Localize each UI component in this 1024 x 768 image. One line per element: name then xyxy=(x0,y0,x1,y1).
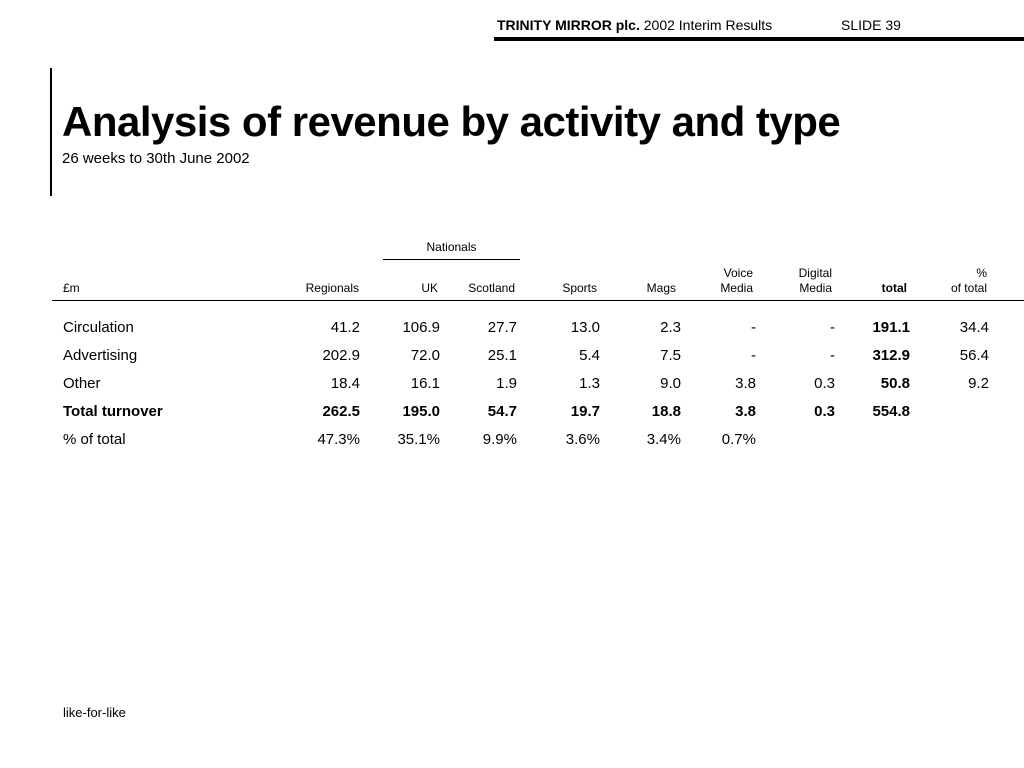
cell-voice: 3.8 xyxy=(735,403,756,420)
cell-voice: - xyxy=(751,319,756,336)
cell-uk: 195.0 xyxy=(402,403,440,420)
table-row: Total turnover 262.5 195.0 54.7 19.7 18.8 3.8 0… xyxy=(0,403,1024,425)
col-header-total: total xyxy=(881,281,907,295)
footer-note: like-for-like xyxy=(63,705,126,720)
cell-mags: 9.0 xyxy=(660,375,681,392)
slide-header: TRINITY MIRROR plc. 2002 Interim Results… xyxy=(497,17,901,33)
nationals-group-label: Nationals xyxy=(426,240,477,254)
cell-digital: - xyxy=(830,347,835,364)
cell-scotland: 25.1 xyxy=(487,347,517,364)
col-header-pct-of-total: % of total xyxy=(950,266,987,295)
cell-sports: 1.3 xyxy=(579,375,600,392)
cell-regionals: 18.4 xyxy=(330,375,360,392)
cell-mags: 2.3 xyxy=(660,319,681,336)
slide-number: SLIDE 39 xyxy=(841,17,901,33)
cell-digital: 0.3 xyxy=(814,375,835,392)
cell-digital: 0.3 xyxy=(814,403,835,420)
table-row: Circulation 41.2 106.9 27.7 13.0 2.3 - - 191.1 34… xyxy=(0,319,1024,341)
cell-sports: 19.7 xyxy=(570,403,600,420)
cell-total: 191.1 xyxy=(872,319,910,336)
cell-regionals: 202.9 xyxy=(322,347,360,364)
col-header-scotland: Scotland xyxy=(468,281,515,295)
col-header-voice-media: Voice Media xyxy=(720,266,753,295)
cell-regionals: 41.2 xyxy=(330,319,360,336)
cell-mags: 18.8 xyxy=(651,403,681,420)
cell-total: 554.8 xyxy=(872,403,910,420)
cell-total: 50.8 xyxy=(880,375,910,392)
cell-sports: 5.4 xyxy=(579,347,600,364)
cell-voice: - xyxy=(751,347,756,364)
cell-regionals: 47.3% xyxy=(317,431,360,448)
row-label: Advertising xyxy=(63,347,138,364)
cell-sports: 3.6% xyxy=(565,431,600,448)
cell-mags: 3.4% xyxy=(646,431,681,448)
col-header-sports: Sports xyxy=(562,281,597,295)
cell-scotland: 54.7 xyxy=(487,403,517,420)
table-row: Advertising 202.9 72.0 25.1 5.4 7.5 - - 312.9 56.… xyxy=(0,347,1024,369)
cell-digital: - xyxy=(830,319,835,336)
page-subtitle: 26 weeks to 30th June 2002 xyxy=(62,150,250,167)
cell-voice: 3.8 xyxy=(735,375,756,392)
row-label: % of total xyxy=(63,431,126,448)
cell-pct: 9.2 xyxy=(968,375,989,392)
row-label: Other xyxy=(63,375,101,392)
cell-uk: 16.1 xyxy=(410,375,440,392)
cell-mags: 7.5 xyxy=(660,347,681,364)
report-name: 2002 Interim Results xyxy=(643,17,773,33)
nationals-group-rule xyxy=(383,259,520,260)
company-name: TRINITY MIRROR plc. xyxy=(497,17,640,33)
col-header-uk: UK xyxy=(421,281,438,295)
col-header-regionals: Regionals xyxy=(305,281,359,295)
cell-pct: 34.4 xyxy=(959,319,989,336)
cell-scotland: 1.9 xyxy=(496,375,517,392)
table-row: Other 18.4 16.1 1.9 1.3 9.0 3.8 0.3 50.8 9.2 xyxy=(0,375,1024,397)
cell-total: 312.9 xyxy=(872,347,910,364)
row-label: Total turnover xyxy=(63,403,163,420)
header-rule xyxy=(494,37,1024,41)
page-title: Analysis of revenue by activity and type xyxy=(62,98,841,145)
col-header-unit: £m xyxy=(63,281,80,295)
table-header-rule xyxy=(52,300,1024,301)
title-side-rule xyxy=(50,68,52,196)
cell-uk: 106.9 xyxy=(402,319,440,336)
cell-scotland: 9.9% xyxy=(482,431,517,448)
cell-regionals: 262.5 xyxy=(322,403,360,420)
row-label: Circulation xyxy=(63,319,134,336)
cell-scotland: 27.7 xyxy=(487,319,517,336)
cell-pct: 56.4 xyxy=(959,347,989,364)
cell-sports: 13.0 xyxy=(570,319,600,336)
cell-uk: 35.1% xyxy=(397,431,440,448)
col-header-mags: Mags xyxy=(646,281,676,295)
table-row: % of total 47.3% 35.1% 9.9% 3.6% 3.4% 0.7% xyxy=(0,431,1024,453)
col-header-digital-media: Digital Media xyxy=(798,266,832,295)
cell-uk: 72.0 xyxy=(410,347,440,364)
cell-voice: 0.7% xyxy=(721,431,756,448)
